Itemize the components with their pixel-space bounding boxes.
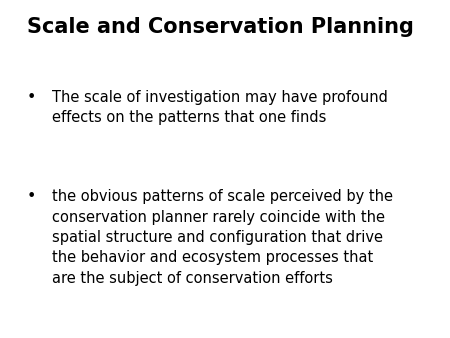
Text: the obvious patterns of scale perceived by the
conservation planner rarely coinc: the obvious patterns of scale perceived … [52, 189, 393, 286]
Text: Scale and Conservation Planning: Scale and Conservation Planning [27, 17, 414, 37]
Text: •: • [27, 189, 36, 204]
Text: The scale of investigation may have profound
effects on the patterns that one fi: The scale of investigation may have prof… [52, 90, 387, 125]
Text: •: • [27, 90, 36, 104]
